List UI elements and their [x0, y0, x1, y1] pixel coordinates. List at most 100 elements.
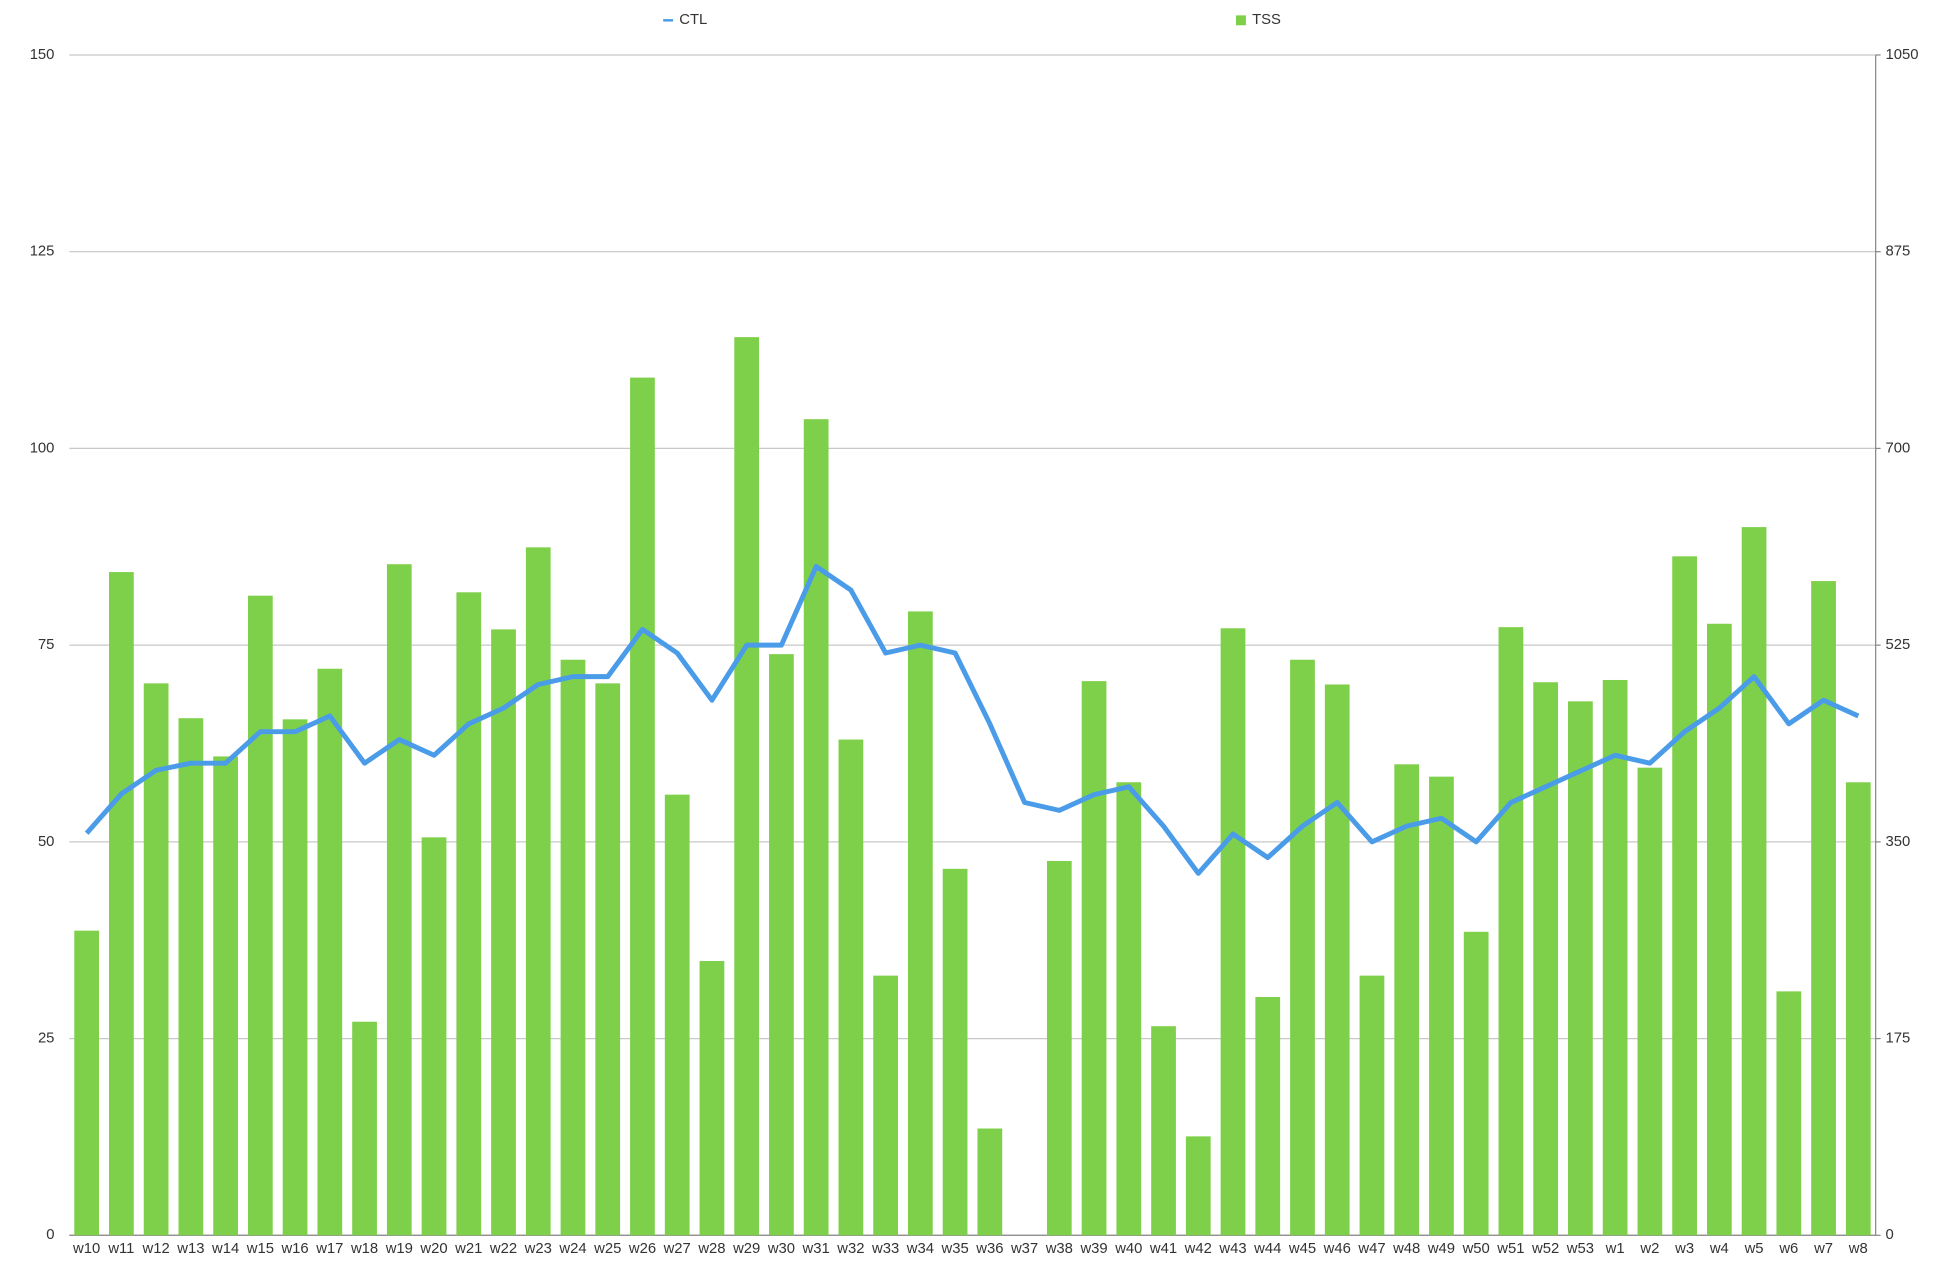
bar: [803, 419, 829, 1236]
y2-tick-label: 0: [1886, 1227, 1894, 1243]
x-tick-label: w5: [1744, 1241, 1764, 1257]
bar: [769, 654, 794, 1236]
x-tick-label: w33: [871, 1241, 899, 1257]
x-tick-label: w39: [1079, 1241, 1107, 1257]
x-tick-label: w37: [1010, 1241, 1038, 1257]
bar: [1255, 996, 1281, 1236]
x-tick-label: w31: [802, 1241, 830, 1257]
y-tick-label: 75: [38, 637, 55, 653]
bar: [1429, 776, 1454, 1236]
x-tick-label: w7: [1813, 1241, 1833, 1257]
bar: [247, 595, 273, 1236]
bar: [1637, 767, 1663, 1236]
bar: [525, 547, 551, 1236]
x-tick-label: w3: [1674, 1241, 1694, 1257]
x-tick-label: w18: [350, 1241, 378, 1257]
x-tick-label: w46: [1323, 1241, 1351, 1257]
bar: [1776, 991, 1802, 1236]
x-tick-label: w38: [1045, 1241, 1073, 1257]
x-tick-label: w20: [419, 1241, 447, 1257]
x-tick-label: w2: [1639, 1241, 1659, 1257]
bar: [977, 1128, 1003, 1236]
bar: [873, 975, 899, 1236]
bar: [1116, 782, 1142, 1236]
bar: [1498, 627, 1524, 1236]
bar: [734, 337, 760, 1236]
y-tick-label: 25: [38, 1031, 55, 1047]
x-tick-label: w29: [732, 1241, 760, 1257]
legend-label: CTL: [679, 12, 707, 28]
bar: [1151, 1026, 1176, 1236]
x-tick-label: w10: [72, 1241, 100, 1257]
x-tick-label: w23: [524, 1241, 552, 1257]
bar: [352, 1021, 377, 1236]
y-tick-label: 150: [30, 47, 55, 63]
x-tick-label: w47: [1357, 1241, 1385, 1257]
bar: [1463, 931, 1489, 1236]
y2-tick-label: 700: [1886, 440, 1911, 456]
x-tick-label: w17: [315, 1241, 343, 1257]
bar: [630, 377, 655, 1236]
bar: [1220, 628, 1246, 1236]
x-tick-label: w1: [1605, 1241, 1625, 1257]
x-tick-label: w45: [1288, 1241, 1316, 1257]
x-tick-label: w21: [454, 1241, 482, 1257]
y2-tick-label: 875: [1886, 244, 1911, 260]
bar: [491, 629, 516, 1236]
x-tick-label: w43: [1218, 1241, 1246, 1257]
line: [84, 563, 1860, 876]
y2-tick-label: 350: [1886, 834, 1911, 850]
bar: [942, 868, 968, 1236]
x-tick-label: w34: [906, 1241, 934, 1257]
bar: [1324, 684, 1350, 1236]
x-tick-label: w44: [1253, 1241, 1281, 1257]
bar: [595, 683, 621, 1236]
bar: [1845, 782, 1871, 1236]
x-tick-label: w35: [941, 1241, 969, 1257]
y-tick-label: 100: [30, 440, 55, 456]
bar: [1081, 681, 1107, 1236]
bar: [1185, 1136, 1211, 1236]
bar: [1672, 556, 1697, 1236]
x-tick-label: w40: [1114, 1241, 1142, 1257]
x-tick-label: w52: [1531, 1241, 1559, 1257]
y2-tick-label: 1050: [1886, 47, 1919, 63]
legend-label: TSS: [1252, 12, 1281, 28]
x-tick-label: w41: [1149, 1241, 1177, 1257]
x-tick-label: w48: [1392, 1241, 1420, 1257]
bar: [213, 756, 238, 1236]
x-tick-label: w32: [836, 1241, 864, 1257]
x-tick-label: w36: [975, 1241, 1003, 1257]
x-tick-label: w49: [1427, 1241, 1455, 1257]
x-tick-label: w53: [1566, 1241, 1594, 1257]
y-tick-label: 0: [46, 1227, 54, 1243]
x-tick-label: w42: [1184, 1241, 1212, 1257]
bar: [1359, 975, 1385, 1236]
bar: [1533, 682, 1559, 1236]
x-tick-label: w50: [1462, 1241, 1490, 1257]
bar: [386, 564, 412, 1236]
x-tick-label: w12: [142, 1241, 170, 1257]
bar: [74, 930, 100, 1236]
bar: [1741, 527, 1767, 1236]
bar: [560, 659, 586, 1236]
bar: [1568, 701, 1593, 1236]
x-tick-label: w28: [697, 1241, 725, 1257]
x-tick-label: w24: [558, 1241, 586, 1257]
bar: [1706, 623, 1732, 1236]
y-tick-label: 125: [30, 244, 55, 260]
bar: [1602, 679, 1628, 1236]
x-tick-label: w19: [385, 1241, 413, 1257]
bar: [421, 837, 447, 1236]
x-tick-label: w27: [663, 1241, 691, 1257]
x-tick-label: w51: [1496, 1241, 1524, 1257]
bar: [178, 718, 204, 1236]
x-tick-label: w4: [1709, 1241, 1729, 1257]
bar: [699, 961, 725, 1236]
bar: [1046, 860, 1072, 1236]
x-tick-label: w6: [1778, 1241, 1798, 1257]
legend-marker: [1236, 15, 1246, 26]
x-tick-label: w26: [628, 1241, 656, 1257]
